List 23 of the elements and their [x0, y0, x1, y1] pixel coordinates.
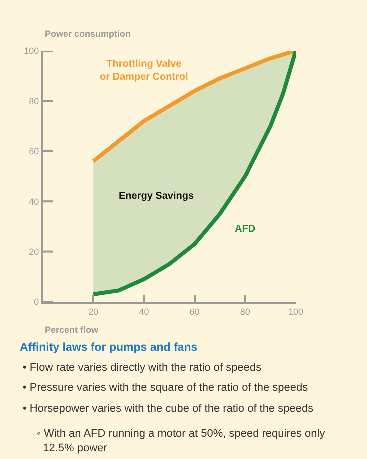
series-label: AFD — [235, 224, 256, 235]
y-tick-label: 60 — [29, 146, 40, 157]
line-series — [92, 51, 296, 164]
line-series — [92, 51, 296, 296]
text: • Horsepower varies with the cube of the ratio of the speeds — [23, 403, 314, 415]
text: Affinity laws for pumps and fans — [20, 342, 198, 354]
y-axis-title: Power consumption — [45, 29, 132, 39]
series-label: Throttling Valve or Damper Control — [100, 59, 189, 83]
y-tick-label: 80 — [29, 96, 40, 106]
y-tick-label: 40 — [29, 196, 40, 207]
x-tick-label: 40 — [139, 306, 150, 317]
x-tick-label: 80 — [240, 306, 250, 317]
annotation: Energy Savings — [119, 191, 194, 202]
text: ◦ With an AFD running a motor at 50%, speed requires only 12.5% power — [37, 428, 326, 454]
x-tick-label: 100 — [288, 306, 304, 317]
x-tick-label: 60 — [190, 306, 200, 317]
x-tick-label: 20 — [88, 306, 99, 317]
y-tick-label: 100 — [24, 46, 40, 56]
text: • Pressure varies with the square of the ratio of the speeds — [23, 382, 309, 394]
x-axis-title: Percent flow — [45, 325, 100, 335]
y-tick-label: 20 — [29, 246, 40, 257]
text: • Flow rate varies directly with the ratio of speeds — [23, 362, 262, 374]
y-tick-label: 0 — [34, 297, 40, 308]
